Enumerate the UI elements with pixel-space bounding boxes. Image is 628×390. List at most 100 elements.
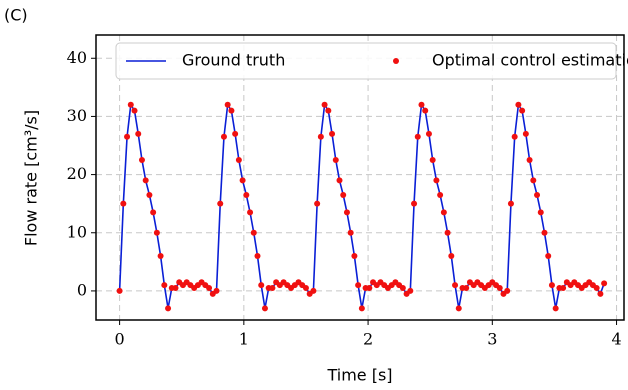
data-point [153,229,160,236]
data-point [317,133,324,140]
data-point [351,253,358,260]
data-point [507,200,514,207]
data-point [124,133,131,140]
data-point [448,253,455,260]
y-tick-label: 40 [67,48,87,67]
data-point [343,209,350,216]
x-tick-label: 1 [239,330,249,349]
data-point [519,107,526,114]
y-tick-label: 0 [77,280,87,299]
data-point [206,285,213,292]
data-point [224,101,231,108]
data-point [220,133,227,140]
legend: Ground truth Optimal control estimation [115,42,628,80]
data-point [455,305,462,312]
x-tick-label: 3 [487,330,497,349]
data-point [366,285,373,292]
data-point [235,157,242,164]
data-point [157,253,164,260]
data-point [463,285,470,292]
data-point [422,107,429,114]
data-point [437,191,444,198]
data-point [504,287,511,294]
data-point [336,177,343,184]
data-line [118,102,605,309]
data-point [429,157,436,164]
data-point [593,285,600,292]
data-point [537,209,544,216]
data-point [444,229,451,236]
data-point [142,177,149,184]
data-point [131,107,138,114]
data-point [440,209,447,216]
data-point [239,177,246,184]
data-point [254,253,261,260]
data-point [534,191,541,198]
y-tick-label: 20 [67,164,87,183]
x-tick-label: 4 [611,330,621,349]
data-point [165,305,172,312]
data-point [522,130,529,137]
data-point [414,133,421,140]
data-point [407,287,414,294]
legend-label: Optimal control estimation [432,51,628,70]
data-point [552,305,559,312]
x-tick-label: 0 [115,330,125,349]
data-point [399,285,406,292]
data-point [269,285,276,292]
legend-label: Ground truth [182,51,285,70]
data-point [358,305,365,312]
data-point [548,282,555,289]
data-point [302,285,309,292]
x-axis-label: Time [s] [326,366,392,385]
data-point [314,200,321,207]
data-point [526,157,533,164]
data-point [411,200,418,207]
data-point [232,130,239,137]
data-point [560,285,567,292]
data-point [545,253,552,260]
data-point [310,287,317,294]
data-point [228,107,235,114]
data-point [329,130,336,137]
data-point [172,285,179,292]
data-point [258,282,265,289]
legend-marker [393,58,399,64]
data-point [452,282,459,289]
data-point [325,107,332,114]
data-point [217,200,224,207]
data-point [250,229,257,236]
data-point [243,191,250,198]
data-point [541,229,548,236]
data-point [355,282,362,289]
data-point [321,101,328,108]
data-point [247,209,254,216]
data-point [135,130,142,137]
data-point [511,133,518,140]
data-point [120,200,127,207]
data-point [597,290,604,297]
data-point [150,209,157,216]
data-point [340,191,347,198]
panel-label: (C) [4,6,28,25]
data-point [496,285,503,292]
data-point [138,157,145,164]
y-axis-label: Flow rate [cm³/s] [22,110,41,246]
data-point [418,101,425,108]
x-tick-label: 2 [363,330,373,349]
data-point [261,305,268,312]
y-tick-label: 30 [67,106,87,125]
data-point [433,177,440,184]
legend-box [115,42,617,80]
data-point [332,157,339,164]
data-point [161,282,168,289]
data-point [213,287,220,294]
data-point [530,177,537,184]
data-point [601,280,608,287]
data-point [347,229,354,236]
data-point [127,101,134,108]
y-tick-label: 10 [67,222,87,241]
data-point [146,191,153,198]
